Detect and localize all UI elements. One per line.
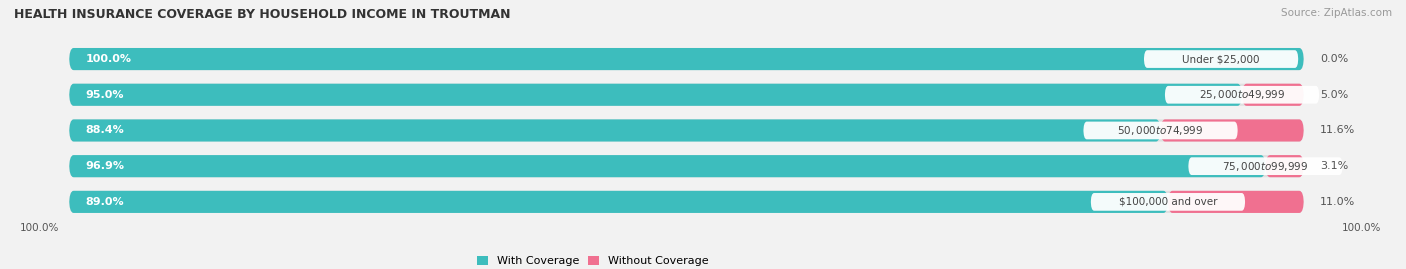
Text: Source: ZipAtlas.com: Source: ZipAtlas.com (1281, 8, 1392, 18)
Text: 11.6%: 11.6% (1320, 125, 1355, 136)
FancyBboxPatch shape (1265, 155, 1303, 177)
Text: HEALTH INSURANCE COVERAGE BY HOUSEHOLD INCOME IN TROUTMAN: HEALTH INSURANCE COVERAGE BY HOUSEHOLD I… (14, 8, 510, 21)
FancyBboxPatch shape (1144, 50, 1298, 68)
Text: $25,000 to $49,999: $25,000 to $49,999 (1199, 88, 1285, 101)
Text: 100.0%: 100.0% (86, 54, 132, 64)
Legend: With Coverage, Without Coverage: With Coverage, Without Coverage (477, 256, 709, 266)
Text: 89.0%: 89.0% (86, 197, 124, 207)
FancyBboxPatch shape (1091, 193, 1246, 211)
Text: 0.0%: 0.0% (1320, 54, 1348, 64)
FancyBboxPatch shape (69, 48, 1303, 70)
FancyBboxPatch shape (69, 48, 1303, 70)
FancyBboxPatch shape (69, 84, 1241, 106)
Text: 95.0%: 95.0% (86, 90, 124, 100)
Text: $75,000 to $99,999: $75,000 to $99,999 (1222, 160, 1309, 173)
FancyBboxPatch shape (69, 119, 1160, 141)
FancyBboxPatch shape (69, 84, 1303, 106)
FancyBboxPatch shape (1188, 157, 1343, 175)
Text: $50,000 to $74,999: $50,000 to $74,999 (1118, 124, 1204, 137)
FancyBboxPatch shape (1164, 86, 1319, 104)
FancyBboxPatch shape (1168, 191, 1303, 213)
FancyBboxPatch shape (1084, 122, 1237, 139)
FancyBboxPatch shape (69, 191, 1303, 213)
Text: 5.0%: 5.0% (1320, 90, 1348, 100)
Text: 96.9%: 96.9% (86, 161, 125, 171)
Text: 88.4%: 88.4% (86, 125, 125, 136)
FancyBboxPatch shape (69, 191, 1168, 213)
FancyBboxPatch shape (69, 155, 1265, 177)
Text: $100,000 and over: $100,000 and over (1119, 197, 1218, 207)
Text: Under $25,000: Under $25,000 (1182, 54, 1260, 64)
FancyBboxPatch shape (69, 155, 1303, 177)
Text: 100.0%: 100.0% (1341, 222, 1381, 233)
Text: 3.1%: 3.1% (1320, 161, 1348, 171)
FancyBboxPatch shape (1241, 84, 1303, 106)
Text: 11.0%: 11.0% (1320, 197, 1355, 207)
FancyBboxPatch shape (69, 119, 1303, 141)
FancyBboxPatch shape (1160, 119, 1303, 141)
Text: 100.0%: 100.0% (20, 222, 59, 233)
